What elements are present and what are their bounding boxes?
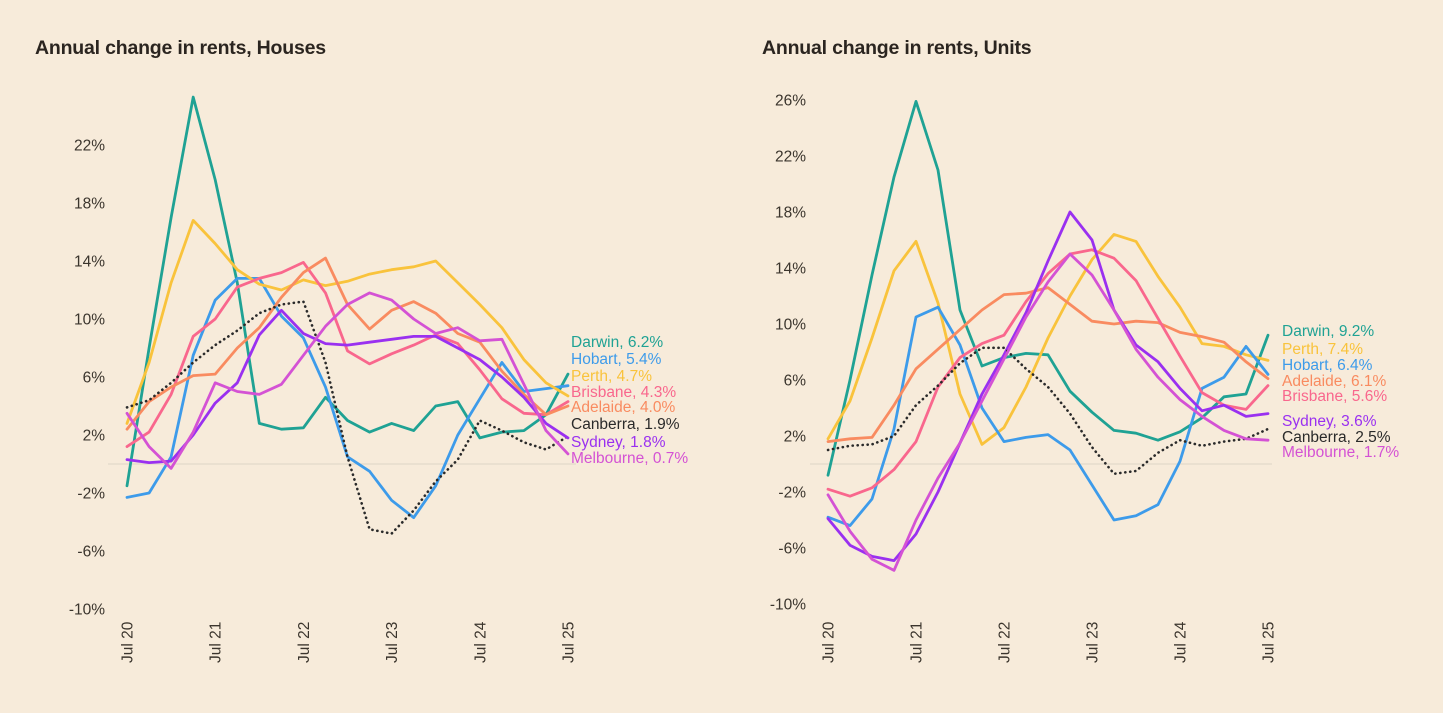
houses-y-tick: 2% (83, 428, 106, 445)
houses-series-line-darwin (125, 95, 570, 488)
units-chart-title: Annual change in rents, Units (762, 37, 1032, 59)
units-y-tick: -6% (778, 541, 806, 558)
houses-legend-label-hobart: Hobart, 5.4% (571, 351, 662, 368)
houses-x-tick: Jul 25 (561, 622, 578, 663)
houses-legend-label-brisbane: Brisbane, 4.3% (571, 384, 676, 401)
units-legend-label-adelaide: Adelaide, 6.1% (1282, 373, 1386, 390)
units-legend-label-melbourne: Melbourne, 1.7% (1282, 444, 1399, 461)
houses-series-line-canberra (125, 300, 570, 535)
houses-x-tick: Jul 24 (472, 621, 489, 663)
units-y-tick: -2% (778, 485, 806, 502)
houses-x-tick: Jul 20 (120, 621, 137, 663)
houses-series-line-brisbane (125, 260, 570, 449)
houses-series-line-adelaide (125, 256, 570, 431)
houses-y-tick: 18% (74, 196, 105, 213)
units-x-tick: Jul 20 (821, 621, 838, 663)
units-y-tick: 6% (784, 373, 807, 390)
houses-x-tick: Jul 21 (208, 622, 225, 663)
units-legend-label-darwin: Darwin, 9.2% (1282, 323, 1374, 340)
units-series-line-canberra (826, 346, 1270, 476)
houses-y-tick: 14% (74, 254, 105, 271)
units-legend-label-brisbane: Brisbane, 5.6% (1282, 388, 1387, 405)
units-legend-label-perth: Perth, 7.4% (1282, 341, 1363, 358)
units-y-tick: 2% (784, 429, 807, 446)
units-x-tick: Jul 25 (1261, 622, 1278, 663)
houses-legend-label-canberra: Canberra, 1.9% (571, 416, 680, 433)
units-x-tick: Jul 21 (909, 622, 926, 663)
units-x-tick: Jul 24 (1173, 621, 1190, 663)
houses-y-tick: -6% (77, 544, 105, 561)
houses-legend-label-perth: Perth, 4.7% (571, 368, 652, 385)
houses-x-tick: Jul 23 (384, 622, 401, 663)
units-series-line-melbourne (826, 252, 1270, 572)
houses-x-tick: Jul 22 (296, 622, 313, 663)
houses-legend-label-adelaide: Adelaide, 4.0% (571, 399, 675, 416)
houses-chart-title: Annual change in rents, Houses (35, 37, 326, 59)
units-y-tick: 10% (775, 317, 806, 334)
chart-houses: 22% 18% 14% 10% 6% 2% -2% -6% -10% Jul 20 Jul 21 Ju… (69, 95, 688, 663)
houses-series-line-melbourne (125, 291, 570, 470)
units-series-line-adelaide (826, 286, 1270, 444)
units-x-tick: Jul 22 (997, 622, 1014, 663)
houses-y-tick: -10% (69, 602, 105, 619)
houses-y-tick: 22% (74, 138, 105, 155)
chart-units: 26% 22% 18% 14% 10% 6% 2% -2% -6% -10% Jul 20 Jul 2… (770, 93, 1400, 664)
units-x-tick: Jul 23 (1085, 622, 1102, 663)
houses-y-tick: 6% (83, 370, 106, 387)
houses-series-line-perth (125, 218, 570, 425)
units-legend-label-hobart: Hobart, 6.4% (1282, 357, 1373, 374)
houses-y-tick: 10% (74, 312, 105, 329)
houses-legend-label-sydney: Sydney, 1.8% (571, 434, 666, 451)
units-series-line-perth (826, 232, 1270, 446)
units-legend-label-canberra: Canberra, 2.5% (1282, 429, 1391, 446)
units-y-tick: -10% (770, 597, 806, 614)
houses-y-tick: -2% (77, 486, 105, 503)
units-y-tick: 14% (775, 261, 806, 278)
units-y-tick: 26% (775, 93, 806, 110)
houses-legend-label-melbourne: Melbourne, 0.7% (571, 450, 688, 467)
units-series-line-brisbane (826, 248, 1270, 498)
units-legend-label-sydney: Sydney, 3.6% (1282, 413, 1377, 430)
units-y-tick: 22% (775, 149, 806, 166)
units-series-line-darwin (826, 100, 1270, 477)
houses-series-line-sydney (125, 308, 570, 465)
houses-legend-label-darwin: Darwin, 6.2% (571, 334, 663, 351)
units-y-tick: 18% (775, 205, 806, 222)
